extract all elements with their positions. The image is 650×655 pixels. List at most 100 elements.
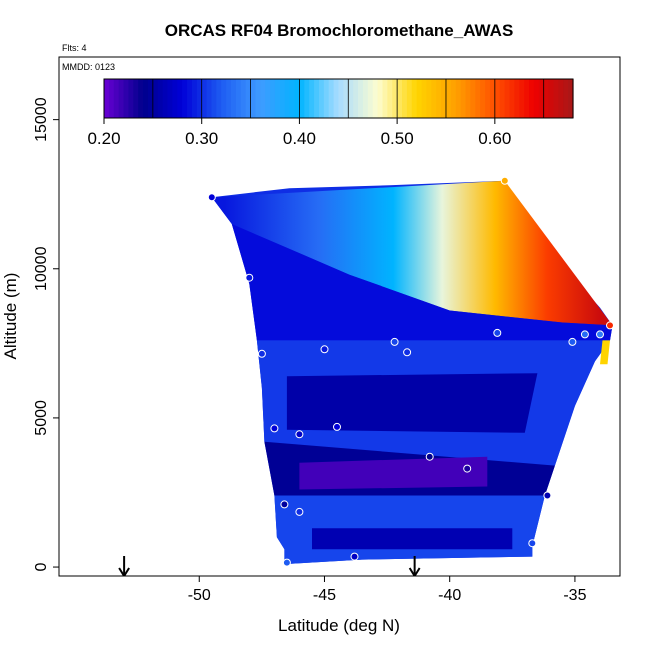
colorbar-segment	[187, 79, 193, 118]
colorbar-segment	[406, 79, 413, 118]
colorbar-segment	[362, 79, 369, 118]
sample-point	[493, 328, 502, 337]
colorbar-segment	[416, 79, 423, 118]
sample-point	[425, 452, 434, 461]
colorbar-segment	[226, 79, 232, 118]
colorbar-tick-label: 0.40	[283, 129, 316, 148]
colorbar-segment	[221, 79, 227, 118]
sample-point	[207, 193, 216, 202]
colorbar-segment	[426, 79, 432, 118]
flight-arrow	[118, 556, 130, 576]
sample-point	[390, 337, 399, 346]
x-tick-label: -40	[438, 587, 461, 604]
sample-point	[257, 349, 266, 358]
x-axis-label: Latitude (deg N)	[278, 616, 400, 635]
colorbar-segment	[260, 79, 266, 118]
colorbar-tick-label: 0.20	[87, 129, 120, 148]
colorbar-segment	[152, 79, 159, 118]
region-mid-upper	[231, 224, 613, 341]
colorbar-segment	[118, 79, 125, 118]
colorbar-segment	[353, 79, 359, 118]
colorbar-segment	[358, 79, 364, 118]
colorbar-segment	[367, 79, 374, 118]
sample-point	[528, 539, 537, 548]
colorbar-segment	[147, 79, 154, 118]
colorbar-segment	[382, 79, 388, 118]
colorbar-segment	[323, 79, 330, 118]
colorbar-segment	[377, 79, 384, 118]
colorbar-segment	[548, 79, 555, 118]
colorbar-segment	[499, 79, 506, 118]
flight-arrow	[408, 556, 421, 576]
colorbar-segment	[494, 79, 501, 118]
colorbar-segment	[182, 79, 188, 118]
colorbar-segment	[402, 79, 408, 118]
colorbar-segment	[196, 79, 203, 118]
sample-point	[280, 500, 289, 509]
colorbar-segment	[411, 79, 418, 118]
colorbar-segment	[231, 79, 237, 118]
colorbar-frame	[103, 78, 574, 119]
colorbar-segment	[299, 79, 305, 118]
y-axis-label: Altitude (m)	[1, 273, 20, 360]
colorbar-segment	[284, 79, 291, 118]
colorbar-segment	[211, 79, 217, 118]
colorbar-segment	[255, 79, 261, 118]
colorbar-segment	[445, 79, 452, 118]
colorbar-segment	[235, 79, 242, 118]
y-tick-label: 15000	[33, 97, 50, 142]
region-mid-core	[286, 373, 538, 433]
plot-frame	[58, 56, 621, 577]
colorbar-segment	[216, 79, 222, 118]
colorbar-segment	[250, 79, 257, 118]
x-tick-label: -50	[188, 587, 211, 604]
colorbar: 0.20 0.30 0.40 0.50 0.60	[87, 78, 574, 148]
colorbar-tick-label: 0.30	[185, 129, 218, 148]
colorbar-segment	[533, 79, 540, 118]
colorbar-segment	[338, 79, 344, 118]
colorbar-segment	[485, 79, 491, 118]
colorbar-segment	[201, 79, 208, 118]
colorbar-segment	[524, 79, 530, 118]
colorbar-segment	[289, 79, 296, 118]
colorbar-segment	[328, 79, 335, 118]
colorbar-segment	[387, 79, 393, 118]
colorbar-segment	[475, 79, 481, 118]
colorbar-segment	[563, 79, 569, 118]
colorbar-segment	[113, 79, 120, 118]
region-surface-core	[312, 528, 513, 550]
sample-point	[245, 273, 254, 282]
colorbar-segment	[509, 79, 515, 118]
colorbar-segment	[108, 79, 115, 118]
y-tick-label: 0	[33, 563, 50, 572]
colorbar-segment	[431, 79, 437, 118]
colorbar-segment	[143, 79, 149, 118]
date-label: MMDD: 0123	[62, 62, 115, 72]
colorbar-segment	[304, 79, 310, 118]
colorbar-segment	[397, 79, 403, 118]
colorbar-segment	[529, 79, 535, 118]
colorbar-tick-label: 0.60	[478, 129, 511, 148]
colorbar-segment	[318, 79, 325, 118]
colorbar-segment	[465, 79, 472, 118]
colorbar-segment	[270, 79, 276, 118]
colorbar-segment	[167, 79, 173, 118]
colorbar-segment	[123, 79, 130, 118]
sample-point	[295, 507, 304, 516]
colorbar-segment	[294, 79, 301, 118]
sample-point	[543, 491, 552, 500]
colorbar-segment	[558, 79, 564, 118]
sample-point	[295, 430, 304, 439]
colorbar-segment	[455, 79, 462, 118]
region-low-core	[299, 456, 488, 490]
colorbar-segment	[489, 79, 496, 118]
colorbar-segment	[543, 79, 550, 118]
colorbar-tick-label: 0.50	[381, 129, 414, 148]
colorbar-segment	[538, 79, 545, 118]
colorbar-segment	[480, 79, 486, 118]
colorbar-segment	[279, 79, 286, 118]
colorbar-segment	[172, 79, 178, 118]
sample-point	[403, 348, 412, 357]
